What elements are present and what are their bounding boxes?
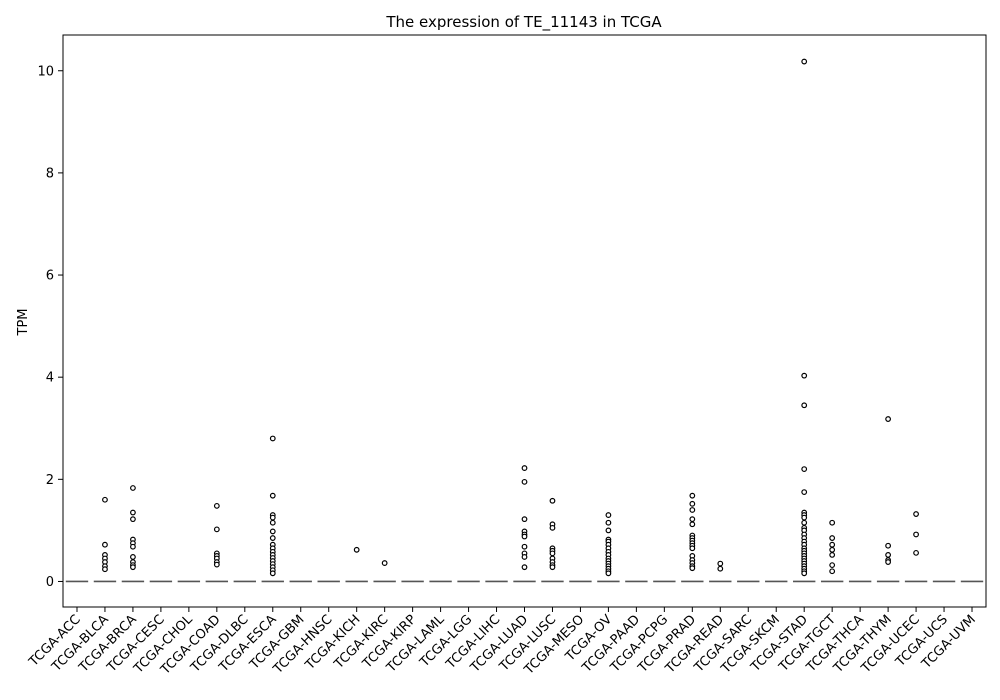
y-tick-label: 6 [46, 269, 54, 284]
outlier-point [913, 511, 919, 517]
outlier-point [521, 564, 528, 571]
outlier-point [353, 546, 360, 553]
outlier-point [605, 519, 612, 526]
outlier-point [549, 497, 556, 504]
chart-title: The expression of TE_11143 in TCGA [385, 13, 662, 32]
outlier-point [885, 542, 892, 549]
y-tick-label: 4 [46, 371, 54, 386]
outlier-point [829, 535, 836, 541]
outlier-point [885, 559, 892, 565]
y-tick-label: 8 [46, 166, 54, 181]
outlier-point [213, 526, 220, 533]
outlier-point [801, 402, 808, 409]
outlier-point [829, 519, 836, 526]
outlier-point [829, 568, 836, 575]
outlier-point [885, 552, 892, 558]
outlier-point [521, 533, 528, 540]
outlier-point [801, 489, 808, 495]
outlier-point [549, 550, 556, 557]
outlier-point [102, 566, 108, 573]
outlier-point [689, 545, 696, 552]
outlier-point [269, 528, 276, 535]
outlier-point [689, 500, 696, 507]
outlier-point [801, 372, 808, 379]
outlier-point [102, 496, 108, 503]
outlier-point [269, 435, 276, 442]
plot-area: 0246810TCGA-ACCTCGA-BLCATCGA-BRCATCGA-CE… [26, 34, 987, 678]
outlier-point [829, 552, 836, 558]
outlier-point [130, 554, 136, 560]
outlier-point [130, 564, 136, 571]
outlier-point [549, 524, 556, 531]
y-axis-label: TPM [16, 309, 31, 337]
outlier-point [605, 512, 612, 518]
outlier-point [913, 531, 919, 538]
outlier-point [269, 570, 276, 577]
outlier-point [549, 564, 556, 571]
outlier-point [130, 516, 136, 523]
outlier-point [269, 535, 276, 541]
outlier-point [689, 516, 696, 523]
outlier-point [689, 565, 696, 572]
outlier-point [605, 570, 612, 577]
outlier-point [885, 416, 892, 422]
y-tick-label: 0 [46, 575, 54, 590]
outlier-point [717, 560, 724, 567]
outlier-point [689, 521, 696, 528]
outlier-point [913, 549, 919, 556]
outlier-point [801, 519, 808, 526]
outlier-point [130, 543, 136, 550]
outlier-point [717, 565, 724, 572]
outlier-point [829, 546, 836, 553]
outlier-point [829, 562, 836, 569]
outlier-point [521, 478, 528, 485]
outlier-point [521, 543, 528, 550]
outlier-point [521, 516, 528, 523]
outlier-point [829, 541, 836, 548]
outlier-point [381, 560, 388, 566]
outlier-point [801, 466, 808, 473]
outlier-point [269, 519, 276, 526]
outlier-point [801, 570, 808, 577]
outlier-point [213, 561, 220, 568]
outlier-point [102, 541, 108, 548]
y-tick-label: 2 [46, 473, 54, 488]
outlier-point [801, 58, 808, 65]
outlier-point [130, 485, 136, 491]
outlier-point [521, 465, 528, 471]
outlier-point [213, 502, 220, 509]
outlier-point [689, 507, 696, 513]
outlier-point [269, 492, 276, 499]
outlier-point [521, 554, 528, 560]
outlier-point [689, 492, 696, 499]
outlier-point [269, 514, 276, 521]
outlier-point [801, 514, 808, 521]
y-tick-label: 10 [37, 64, 54, 79]
outlier-point [605, 527, 612, 534]
outlier-point [130, 509, 136, 516]
